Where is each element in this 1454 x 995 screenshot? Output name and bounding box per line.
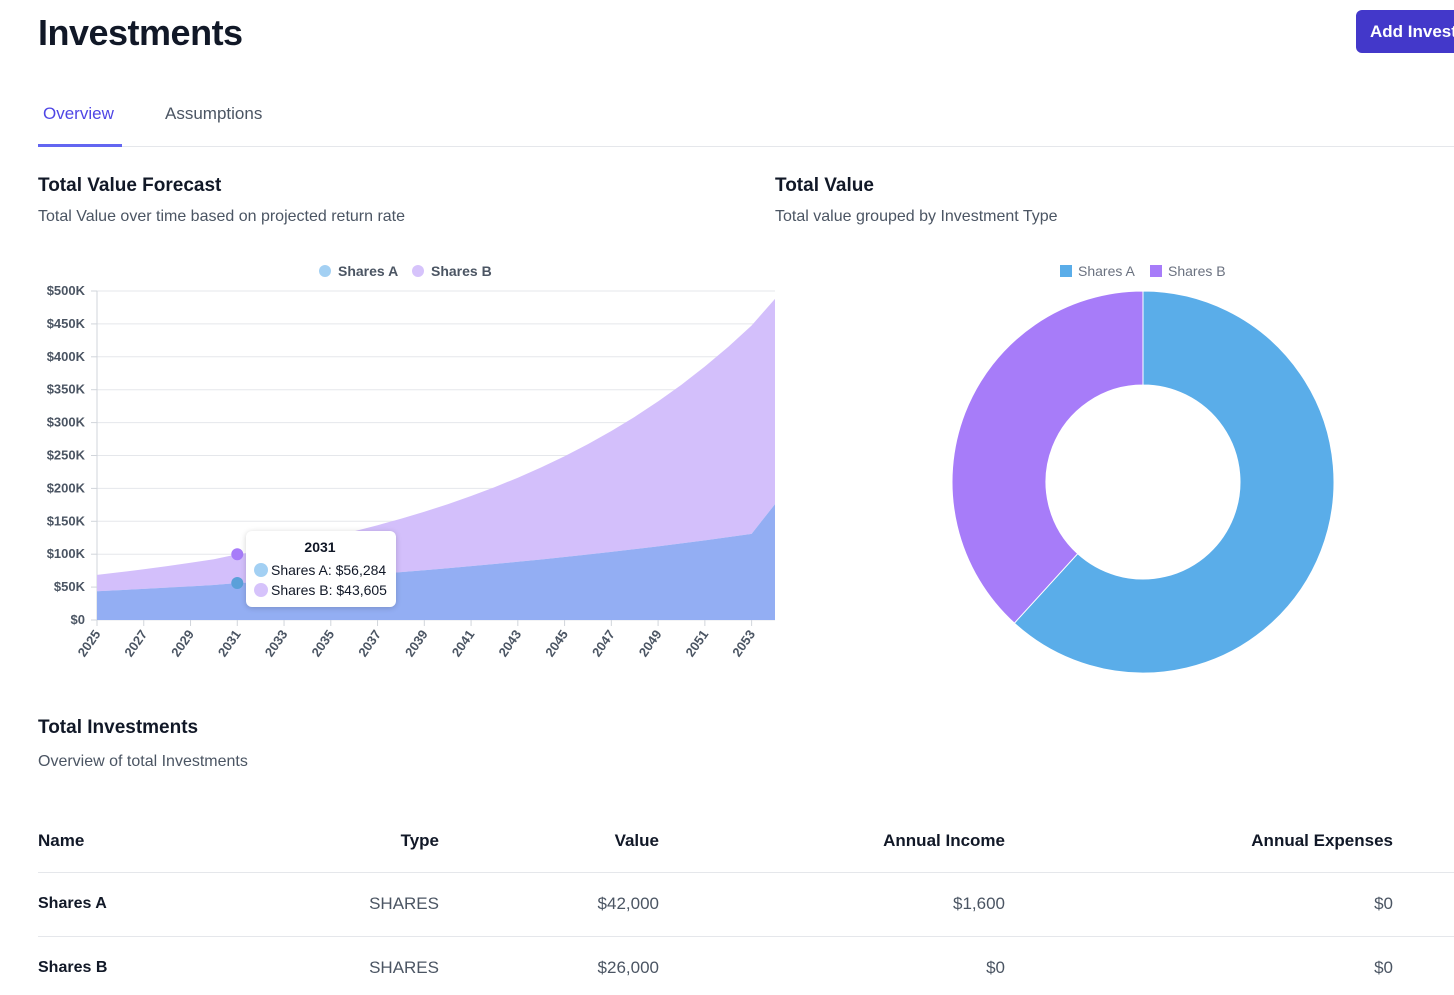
- cell-spacer: [1393, 872, 1454, 937]
- column-header-annual-income: Annual Income: [659, 810, 1005, 873]
- area-shares-b: [97, 298, 775, 592]
- column-header-name: Name: [38, 810, 238, 873]
- cell-annual-expenses: $0: [1005, 872, 1393, 937]
- x-tick-label: 2029: [168, 627, 197, 659]
- chart-tooltip: 2031 Shares A: $56,284 Shares B: $43,605: [246, 531, 396, 607]
- legend-swatch: [319, 265, 331, 277]
- total-investments-subtitle: Overview of total Investments: [38, 753, 248, 770]
- tooltip-text-a: Shares A: $56,284: [271, 562, 387, 578]
- x-tick-label: 2041: [449, 627, 478, 659]
- x-tick-label: 2047: [589, 627, 618, 659]
- x-tick-label: 2043: [495, 627, 524, 659]
- cell-value: $42,000: [439, 872, 659, 937]
- x-tick-label: 2045: [542, 627, 571, 659]
- table-row[interactable]: Shares A SHARES $42,000 $1,600 $0: [38, 872, 1454, 937]
- donut-slice-shares-b: [951, 290, 1144, 624]
- page-title: Investments: [38, 12, 243, 53]
- legend-label: Shares B: [431, 263, 492, 279]
- total-investments-title: Total Investments: [38, 717, 199, 738]
- y-tick-label: $300K: [47, 415, 86, 430]
- y-tick-label: $350K: [47, 382, 86, 397]
- tooltip-swatch-b: [254, 583, 268, 597]
- y-tick-label: $450K: [47, 316, 86, 331]
- table-row[interactable]: Shares B SHARES $26,000 $0 $0: [38, 936, 1454, 995]
- cell-value: $26,000: [439, 936, 659, 995]
- donut-slice-shares-a: [1013, 290, 1335, 674]
- tab-overview[interactable]: Overview: [43, 104, 114, 123]
- total-value-title: Total Value: [775, 175, 874, 196]
- x-tick-label: 2051: [682, 627, 711, 659]
- cell-name: Shares B: [38, 936, 238, 995]
- total-value-subtitle: Total value grouped by Investment Type: [775, 208, 1058, 225]
- cell-annual-income: $0: [659, 936, 1005, 995]
- legend-swatch: [412, 265, 424, 277]
- cell-annual-income: $1,600: [659, 872, 1005, 937]
- x-tick-label: 2039: [402, 627, 431, 659]
- tooltip-row-shares-b: Shares B: $43,605: [254, 582, 387, 598]
- tab-assumptions[interactable]: Assumptions: [165, 104, 263, 123]
- y-tick-label: $200K: [47, 480, 86, 495]
- x-tick-label: 2025: [75, 627, 104, 659]
- cell-name: Shares A: [38, 872, 238, 937]
- y-tick-label: $0: [71, 612, 85, 627]
- tab-bar: Overview Assumptions: [38, 90, 1454, 147]
- y-tick-label: $400K: [47, 349, 86, 364]
- y-tick-label: $100K: [47, 546, 86, 561]
- tooltip-title: 2031: [304, 539, 336, 555]
- cell-type: SHARES: [238, 936, 439, 995]
- column-header-spacer: [1393, 810, 1454, 873]
- add-investment-button[interactable]: Add Investment: [1356, 10, 1454, 53]
- cell-spacer: [1393, 936, 1454, 995]
- investments-table: Name Type Value Annual Income Annual Exp…: [38, 810, 1454, 995]
- highlight-point-shares-b: [231, 548, 244, 561]
- tooltip-swatch-a: [254, 563, 268, 577]
- y-tick-label: $50K: [54, 579, 86, 594]
- cell-type: SHARES: [238, 872, 439, 937]
- y-tick-label: $500K: [47, 283, 86, 298]
- x-tick-label: 2035: [308, 627, 337, 659]
- column-header-type: Type: [238, 810, 439, 873]
- x-tick-label: 2027: [121, 627, 150, 659]
- forecast-title: Total Value Forecast: [38, 175, 222, 196]
- x-tick-label: 2031: [215, 627, 244, 659]
- highlight-point-shares-a: [231, 576, 244, 589]
- column-header-annual-expenses: Annual Expenses: [1005, 810, 1393, 873]
- x-tick-label: 2053: [729, 627, 758, 659]
- tooltip-text-b: Shares B: $43,605: [271, 582, 387, 598]
- y-tick-label: $250K: [47, 448, 86, 463]
- tooltip-row-shares-a: Shares A: $56,284: [254, 562, 386, 578]
- x-tick-label: 2049: [636, 627, 665, 659]
- x-tick-label: 2033: [262, 627, 291, 659]
- cell-annual-expenses: $0: [1005, 936, 1393, 995]
- column-header-value: Value: [439, 810, 659, 873]
- table-header-row: Name Type Value Annual Income Annual Exp…: [38, 810, 1454, 873]
- x-tick-label: 2037: [355, 627, 384, 659]
- legend-label: Shares A: [338, 263, 398, 279]
- forecast-subtitle: Total Value over time based on projected…: [38, 208, 406, 225]
- active-tab-indicator: [38, 144, 122, 147]
- y-tick-label: $150K: [47, 513, 86, 528]
